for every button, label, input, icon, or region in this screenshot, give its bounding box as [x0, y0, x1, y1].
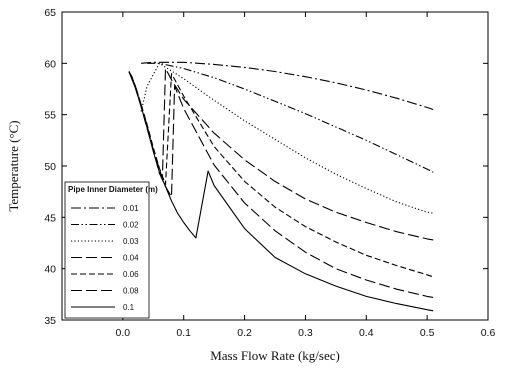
x-tick-label: 0.5 [420, 327, 435, 339]
series-line-0-1 [128, 71, 434, 312]
y-tick-label: 50 [44, 161, 56, 173]
legend-title: Pipe Inner Diameter (m) [68, 185, 158, 194]
y-axis-ticks: 35 40 45 50 55 60 65 [44, 7, 488, 327]
x-tick-label: 0.4 [359, 327, 374, 339]
x-tick-label: 0.1 [176, 327, 191, 339]
x-tick-label: 0.6 [481, 327, 496, 339]
legend-box [64, 181, 150, 319]
y-tick-label: 65 [44, 7, 56, 19]
y-tick-label: 35 [44, 315, 56, 327]
plot-frame [61, 11, 489, 321]
legend-label: 0.03 [123, 237, 139, 246]
series-layer [128, 61, 434, 312]
x-axis-ticks: 0.0 0.1 0.2 0.3 0.4 0.5 0.6 [116, 12, 496, 339]
series-line-0-08 [128, 71, 434, 298]
legend-label: 0.08 [123, 287, 139, 296]
series-line-0-04 [128, 67, 434, 241]
series-line-0-06 [128, 71, 434, 278]
y-tick-label: 55 [44, 110, 56, 122]
y-tick-label: 40 [44, 264, 56, 276]
legend-label: 0.01 [123, 204, 139, 213]
legend-label: 0.04 [123, 254, 139, 263]
series-line-0-01 [141, 61, 434, 111]
x-tick-label: 0.3 [298, 327, 313, 339]
legend: Pipe Inner Diameter (m) 0.01 0.02 0.03 0.04… [64, 181, 158, 319]
legend-items: 0.01 0.02 0.03 0.04 0.06 0.08 0.1 [71, 204, 139, 312]
legend-label: 0.1 [123, 303, 135, 312]
y-tick-label: 45 [44, 212, 56, 224]
x-tick-label: 0.0 [116, 327, 131, 339]
y-axis-title: Temperature (°C) [6, 120, 21, 211]
legend-label: 0.02 [123, 221, 139, 230]
x-axis-title: Mass Flow Rate (kg/sec) [210, 348, 340, 363]
series-line-0-03 [140, 62, 434, 214]
x-tick-label: 0.2 [237, 327, 252, 339]
series-line-0-02 [147, 62, 434, 173]
legend-label: 0.06 [123, 270, 139, 279]
y-tick-label: 60 [44, 58, 56, 70]
